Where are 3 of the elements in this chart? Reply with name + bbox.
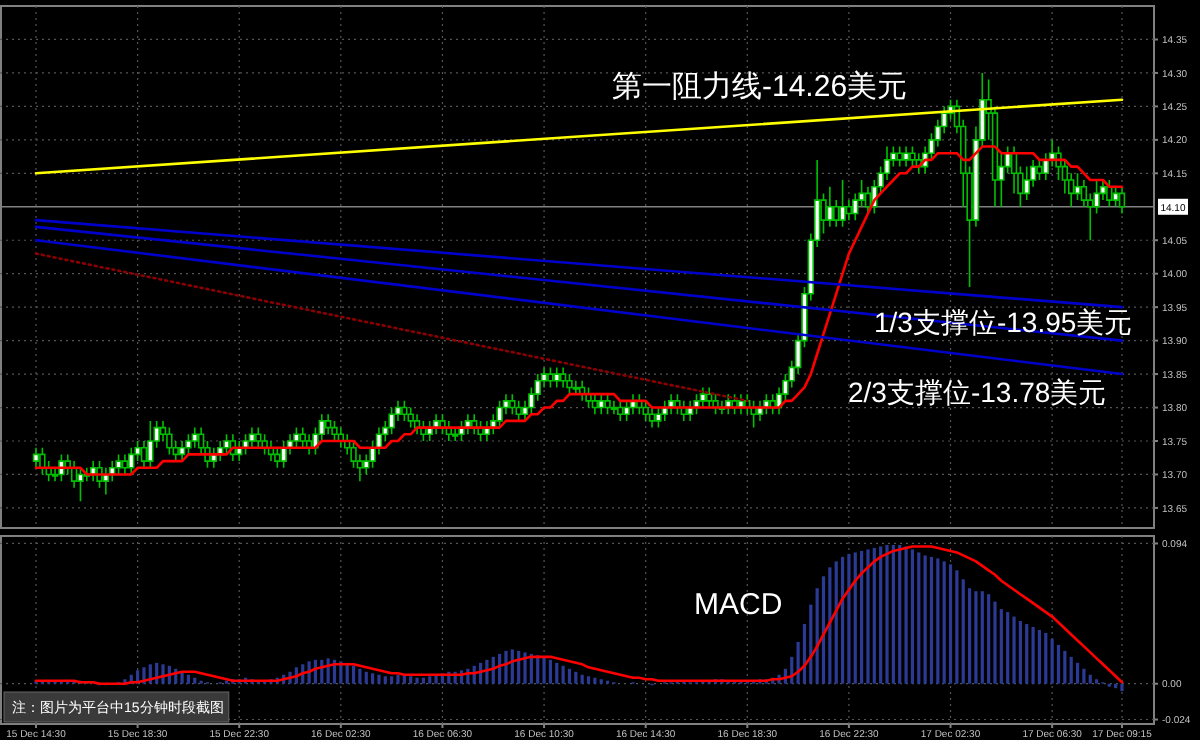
annotation: 第一阻力线-14.26美元 [612,70,908,104]
annotation: MACD [694,588,783,622]
annotation: 2/3支撑位-13.78美元 [848,376,1107,408]
